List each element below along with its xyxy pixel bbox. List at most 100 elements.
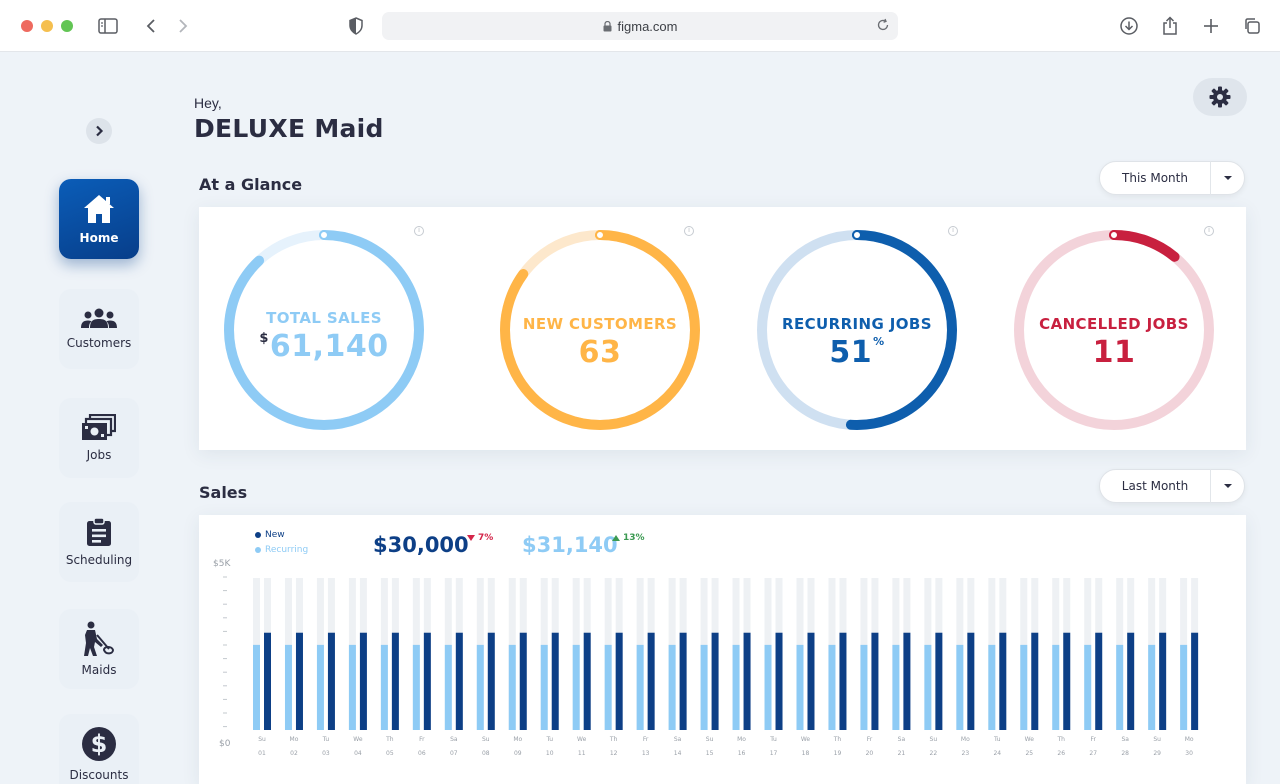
bar-new[interactable]: [1127, 632, 1135, 730]
tab-overview-icon[interactable]: [1240, 14, 1264, 38]
bar-recurring[interactable]: [1180, 644, 1188, 730]
bar-recurring[interactable]: [540, 644, 548, 730]
bar-recurring[interactable]: [1084, 644, 1092, 730]
legend-recurring: Recurring: [255, 545, 308, 555]
bar-recurring[interactable]: [508, 644, 516, 730]
bar-new[interactable]: [1159, 632, 1167, 730]
bar-new[interactable]: [264, 632, 271, 730]
bar-new[interactable]: [583, 632, 591, 730]
bar-recurring[interactable]: [412, 644, 420, 730]
bar-new[interactable]: [359, 632, 367, 730]
info-icon[interactable]: i: [948, 226, 958, 236]
bar-new[interactable]: [1063, 632, 1071, 730]
caret-down-icon[interactable]: [1211, 175, 1244, 181]
bar-new[interactable]: [903, 632, 911, 730]
sidebar-item-scheduling[interactable]: Scheduling: [59, 502, 139, 582]
new-sales-total: $30,000: [373, 533, 469, 557]
bar-new[interactable]: [871, 632, 879, 730]
info-icon[interactable]: i: [1204, 226, 1214, 236]
sidebar-toggle-icon[interactable]: [96, 14, 120, 38]
sales-period-dropdown[interactable]: Last Month: [1099, 469, 1245, 503]
bar-recurring[interactable]: [253, 644, 260, 730]
sidebar-item-jobs[interactable]: Jobs: [59, 398, 139, 478]
bar-recurring[interactable]: [668, 644, 676, 730]
bar-recurring[interactable]: [572, 644, 580, 730]
bar-recurring[interactable]: [732, 644, 740, 730]
settings-button[interactable]: [1193, 78, 1247, 116]
bar-recurring[interactable]: [348, 644, 356, 730]
metric-ring-recurring-jobs[interactable]: RECURRING JOBS 51%: [752, 225, 962, 435]
sidebar-item-home[interactable]: Home: [59, 179, 139, 259]
bar-new[interactable]: [615, 632, 623, 730]
bar-recurring[interactable]: [380, 644, 388, 730]
x-tick-date: 07: [450, 750, 458, 757]
bar-recurring[interactable]: [956, 644, 964, 730]
bar-recurring[interactable]: [1020, 644, 1028, 730]
bar-recurring[interactable]: [1116, 644, 1124, 730]
bar-new[interactable]: [391, 632, 399, 730]
bar-new[interactable]: [679, 632, 687, 730]
bar-new[interactable]: [967, 632, 975, 730]
download-icon[interactable]: [1117, 14, 1141, 38]
bar-new[interactable]: [1191, 632, 1199, 730]
x-tick-date: 21: [898, 750, 906, 757]
bar-new[interactable]: [647, 632, 655, 730]
clipboard-icon: [87, 517, 111, 546]
bar-recurring[interactable]: [284, 644, 292, 730]
bar-new[interactable]: [423, 632, 431, 730]
caret-down-icon[interactable]: [1211, 483, 1244, 489]
bar-recurring[interactable]: [636, 644, 644, 730]
reload-icon[interactable]: [876, 18, 890, 32]
share-icon[interactable]: [1158, 14, 1182, 38]
bar-recurring[interactable]: [796, 644, 804, 730]
bar-new[interactable]: [551, 632, 559, 730]
bar-recurring[interactable]: [1148, 644, 1156, 730]
bar-new[interactable]: [519, 632, 527, 730]
bar-recurring[interactable]: [988, 644, 996, 730]
back-icon[interactable]: [139, 14, 163, 38]
maximize-window-button[interactable]: [61, 20, 73, 32]
bar-new[interactable]: [935, 632, 943, 730]
info-icon[interactable]: i: [684, 226, 694, 236]
bar-new[interactable]: [743, 632, 751, 730]
bar-recurring[interactable]: [1052, 644, 1060, 730]
shield-icon[interactable]: [344, 14, 368, 38]
bar-recurring[interactable]: [316, 644, 324, 730]
minimize-window-button[interactable]: [41, 20, 53, 32]
expand-sidebar-button[interactable]: [86, 118, 112, 144]
metric-ring-total-sales[interactable]: TOTAL SALES $61,140: [219, 225, 429, 435]
forward-icon[interactable]: [171, 14, 195, 38]
bar-recurring[interactable]: [860, 644, 868, 730]
bar-new[interactable]: [455, 632, 463, 730]
bar-new[interactable]: [487, 632, 495, 730]
new-tab-icon[interactable]: [1199, 14, 1223, 38]
bar-new[interactable]: [839, 632, 847, 730]
sidebar-item-maids[interactable]: Maids: [59, 609, 139, 689]
bar-recurring[interactable]: [764, 644, 772, 730]
bar-new[interactable]: [999, 632, 1007, 730]
bar-new[interactable]: [775, 632, 783, 730]
bar-recurring[interactable]: [444, 644, 452, 730]
bar-new[interactable]: [1095, 632, 1103, 730]
close-window-button[interactable]: [21, 20, 33, 32]
info-icon[interactable]: i: [414, 226, 424, 236]
sales-card: New Recurring $30,000 7% $31,140 13% $5K…: [199, 515, 1246, 784]
address-bar[interactable]: figma.com: [382, 12, 898, 40]
bar-recurring[interactable]: [476, 644, 484, 730]
sidebar-item-customers[interactable]: Customers: [59, 289, 139, 369]
bar-new[interactable]: [327, 632, 335, 730]
bar-recurring[interactable]: [604, 644, 612, 730]
metric-ring-cancelled-jobs[interactable]: CANCELLED JOBS 11: [1009, 225, 1219, 435]
bar-recurring[interactable]: [828, 644, 836, 730]
metric-ring-new-customers[interactable]: NEW CUSTOMERS 63: [495, 225, 705, 435]
bar-recurring[interactable]: [700, 644, 708, 730]
bar-recurring[interactable]: [892, 644, 900, 730]
glance-period-dropdown[interactable]: This Month: [1099, 161, 1245, 195]
bar-new[interactable]: [295, 632, 303, 730]
bar-new[interactable]: [1031, 632, 1039, 730]
progress-ring: [500, 230, 700, 430]
bar-recurring[interactable]: [924, 644, 932, 730]
sidebar-item-discounts[interactable]: $ Discounts: [59, 714, 139, 784]
bar-new[interactable]: [711, 632, 719, 730]
bar-new[interactable]: [807, 632, 815, 730]
